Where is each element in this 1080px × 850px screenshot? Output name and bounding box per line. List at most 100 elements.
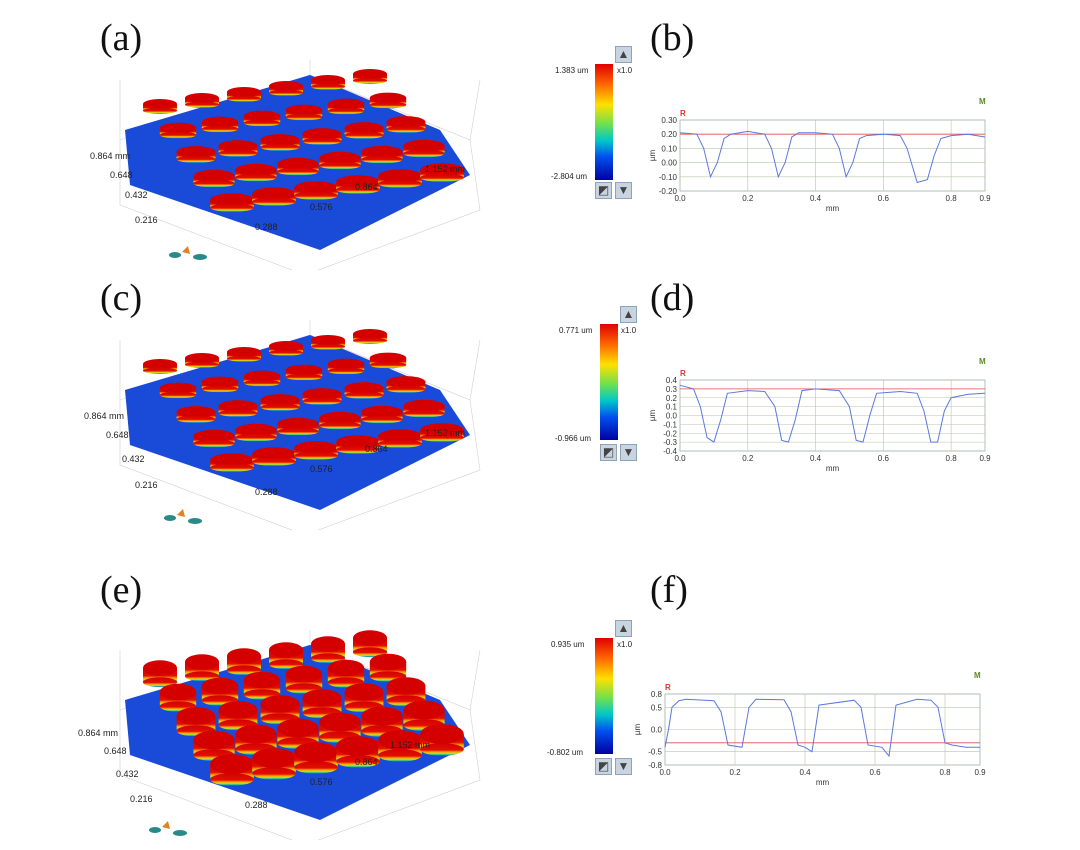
svg-text:0.576: 0.576 [310, 202, 333, 212]
y-tick-label: -0.5 [648, 748, 662, 757]
svg-text:0.432: 0.432 [116, 769, 139, 779]
svg-text:0.288: 0.288 [255, 222, 278, 232]
y-tick-label: 0.2 [666, 394, 678, 403]
color-scale-legend-a: ▲ 1.383 um x1.0 -2.804 um ◩ ▼ [545, 46, 635, 206]
svg-text:0.864: 0.864 [365, 444, 388, 454]
svg-text:0.648: 0.648 [106, 430, 129, 440]
y-tick-label: 0.10 [661, 144, 677, 153]
dome [159, 122, 197, 139]
y-tick-label: 0.20 [661, 130, 677, 139]
dome [319, 411, 361, 430]
y-tick-label: -0.20 [659, 187, 678, 196]
dome [336, 175, 380, 194]
x-tick-label: 0.8 [946, 194, 958, 203]
dome [361, 706, 403, 738]
dome [210, 453, 254, 472]
dome [361, 145, 403, 164]
legend-max: 0.771 um [559, 326, 593, 335]
legend-max: 1.383 um [555, 66, 589, 75]
fit-scale-button[interactable]: ◩ [595, 758, 612, 775]
dome [285, 364, 323, 381]
dome [344, 382, 384, 399]
y-axis-label: µm [633, 724, 642, 736]
dome [277, 157, 319, 176]
marker-r: R [680, 369, 686, 378]
scale-down-button[interactable]: ▼ [615, 182, 632, 199]
color-scale-legend-e: ▲ 0.935 um x1.0 -0.802 um ◩ ▼ [545, 620, 635, 780]
dome [193, 429, 235, 448]
dome [235, 163, 277, 182]
dome [319, 712, 361, 744]
dome [327, 98, 365, 115]
scale-down-button[interactable]: ▼ [620, 444, 637, 461]
dome [143, 359, 177, 374]
dome [243, 110, 281, 127]
svg-text:0.864: 0.864 [355, 757, 378, 767]
dome [420, 423, 464, 442]
surface-plot-a: 0.864 mm 0.648 0.432 0.216 0.288 0.576 0… [90, 60, 481, 270]
marker-r: R [665, 683, 671, 692]
x-tick-label: 0.9 [974, 768, 986, 777]
svg-text:1.152 mm: 1.152 mm [390, 740, 430, 750]
panel-label-a: (a) [100, 17, 143, 59]
dome [252, 187, 296, 206]
scale-up-button[interactable]: ▲ [620, 306, 637, 323]
y-tick-label: 0.0 [651, 726, 663, 735]
dome [176, 146, 216, 163]
dome [143, 660, 177, 688]
svg-text:0.648: 0.648 [110, 170, 133, 180]
y-axis-label: µm [648, 150, 657, 162]
panel-label-d: (d) [650, 277, 695, 319]
dome [294, 181, 338, 200]
dome [403, 700, 445, 732]
dome [185, 93, 219, 108]
dome [311, 335, 345, 350]
y-tick-label: -0.3 [663, 438, 677, 447]
svg-text:0.432: 0.432 [125, 190, 148, 200]
profile-chart-d: 0.40.30.20.10.0-0.1-0.2-0.3-0.40.0 0.2 0.4… [648, 358, 991, 473]
profile-chart-b: 0.30 0.20 0.10 0.00 -0.10 -0.200.0 0.2 0.4 0.6 0.… [648, 98, 991, 213]
profile-line [679, 384, 986, 443]
y-tick-label: -0.2 [663, 429, 677, 438]
svg-text:0.648: 0.648 [104, 746, 127, 756]
fit-scale-button[interactable]: ◩ [595, 182, 612, 199]
dome [378, 730, 422, 762]
dome [193, 169, 235, 188]
dome [386, 116, 426, 133]
dome [420, 724, 464, 756]
dome [227, 347, 261, 362]
x-tick-label: 0.4 [810, 454, 822, 463]
dome [285, 104, 323, 121]
scale-up-button[interactable]: ▲ [615, 620, 632, 637]
x-tick-label: 0.0 [674, 194, 686, 203]
svg-text:0.216: 0.216 [135, 215, 158, 225]
dome [369, 352, 407, 369]
dome [277, 718, 319, 750]
fit-scale-button[interactable]: ◩ [600, 444, 617, 461]
dome [227, 87, 261, 102]
surface-domes [143, 630, 464, 786]
scale-up-button[interactable]: ▲ [615, 46, 632, 63]
dome [294, 441, 338, 460]
legend-gradient [595, 638, 613, 754]
legend-scale: x1.0 [617, 66, 633, 75]
svg-text:0.864 mm: 0.864 mm [78, 728, 118, 738]
y-tick-label: 0.1 [666, 403, 678, 412]
surface-plot-e: 0.864 mm 0.648 0.432 0.216 0.288 0.576 0… [78, 630, 481, 840]
scale-down-button[interactable]: ▼ [615, 758, 632, 775]
dome [269, 341, 303, 356]
marker-m: M [974, 672, 981, 680]
color-scale-legend-c: ▲ 0.771 um x1.0 -0.966 um ◩ ▼ [545, 306, 637, 466]
dome [369, 653, 407, 682]
y-tick-label: 0.8 [651, 690, 663, 699]
panel-label-f: (f) [650, 569, 688, 611]
surface-domes [143, 329, 464, 472]
dome [403, 139, 445, 158]
dome [243, 370, 281, 387]
dome [201, 116, 239, 133]
x-axis-label: mm [826, 464, 840, 473]
x-tick-label: 0.4 [810, 194, 822, 203]
svg-text:0.288: 0.288 [245, 800, 268, 810]
x-tick-label: 0.0 [659, 768, 671, 777]
dome [185, 353, 219, 368]
